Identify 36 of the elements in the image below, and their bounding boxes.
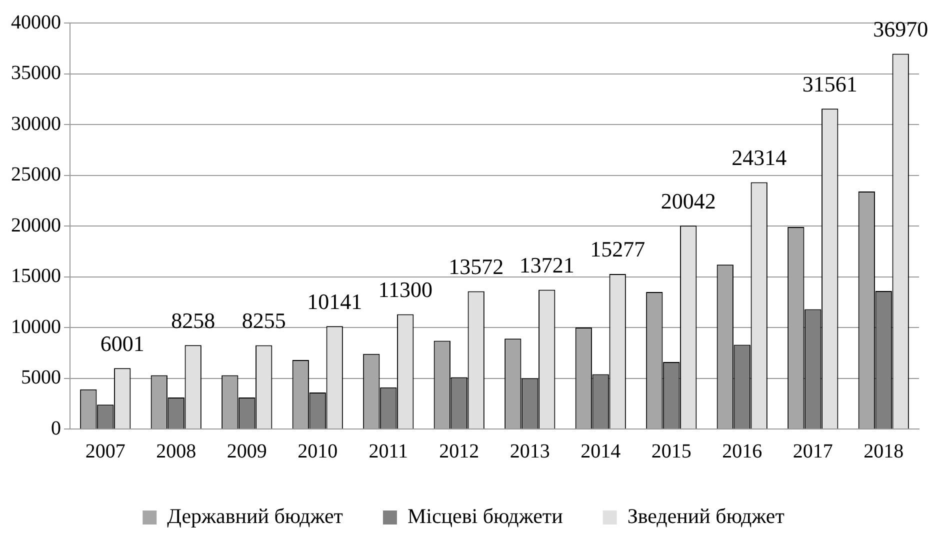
x-tick-label: 2012 [439,440,480,462]
x-tick-label: 2017 [792,440,833,462]
y-tick-label: 30000 [11,112,61,135]
y-tick-label: 5000 [21,366,61,388]
data-label: 11300 [378,277,432,302]
data-label: 24314 [732,144,787,170]
data-label: 36970 [873,16,928,42]
data-label: 6001 [100,330,144,356]
data-label: 8258 [171,308,216,333]
data-label: 8255 [242,308,286,333]
x-tick-label: 2014 [580,440,621,462]
x-tick-label: 2009 [226,440,267,462]
y-tick-label: 20000 [11,214,61,236]
data-label: 13721 [519,252,574,278]
y-tick-label: 35000 [11,62,61,84]
x-tick-label: 2016 [722,440,762,462]
x-tick-label: 2015 [651,440,692,462]
y-tick-label: 0 [51,417,61,440]
x-tick-label: 2007 [85,440,126,462]
y-tick-label: 40000 [11,11,61,34]
x-tick-label: 2018 [864,440,904,462]
legend-label: Місцеві бюджети [407,504,563,528]
data-label: 15277 [590,236,646,262]
x-tick-label: 2010 [298,440,338,462]
data-label: 31561 [802,71,858,96]
legend-label: Державний бюджет [167,504,343,528]
x-tick-label: 2011 [368,440,408,462]
y-tick-label: 15000 [11,265,61,287]
y-tick-label: 25000 [11,164,61,186]
data-label: 13572 [448,254,504,280]
x-tick-label: 2013 [510,440,550,462]
x-tick-label: 2008 [156,440,196,462]
data-label: 20042 [660,188,716,214]
data-label: 10141 [307,288,362,314]
legend-label: Зведений бюджет [627,504,784,528]
y-tick-label: 10000 [11,316,61,338]
